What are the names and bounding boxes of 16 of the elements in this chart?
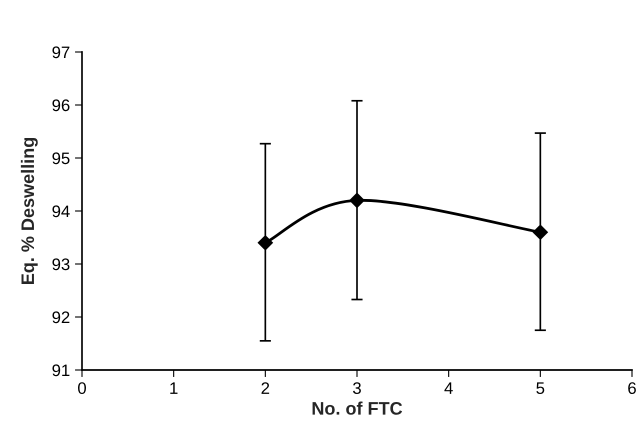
y-tick-label: 93	[52, 258, 70, 270]
x-tick-label: 3	[353, 382, 361, 394]
x-tick-label: 0	[78, 382, 86, 394]
y-tick-label: 94	[52, 205, 70, 218]
x-axis-title: No. of FTC	[312, 402, 402, 415]
x-tick-label: 2	[262, 382, 270, 394]
y-tick-label: 91	[52, 364, 70, 376]
x-tick-label: 1	[170, 382, 178, 394]
x-tick-label: 4	[444, 382, 453, 394]
x-tick-label: 6	[628, 382, 636, 394]
y-tick-label: 96	[52, 99, 70, 112]
y-axis-title: Eq. % Deswelling	[20, 138, 38, 284]
x-tick-label: 5	[536, 382, 544, 394]
y-tick-label: 97	[52, 46, 70, 58]
y-tick-label: 95	[52, 152, 70, 164]
y-tick-label: 92	[52, 311, 70, 324]
